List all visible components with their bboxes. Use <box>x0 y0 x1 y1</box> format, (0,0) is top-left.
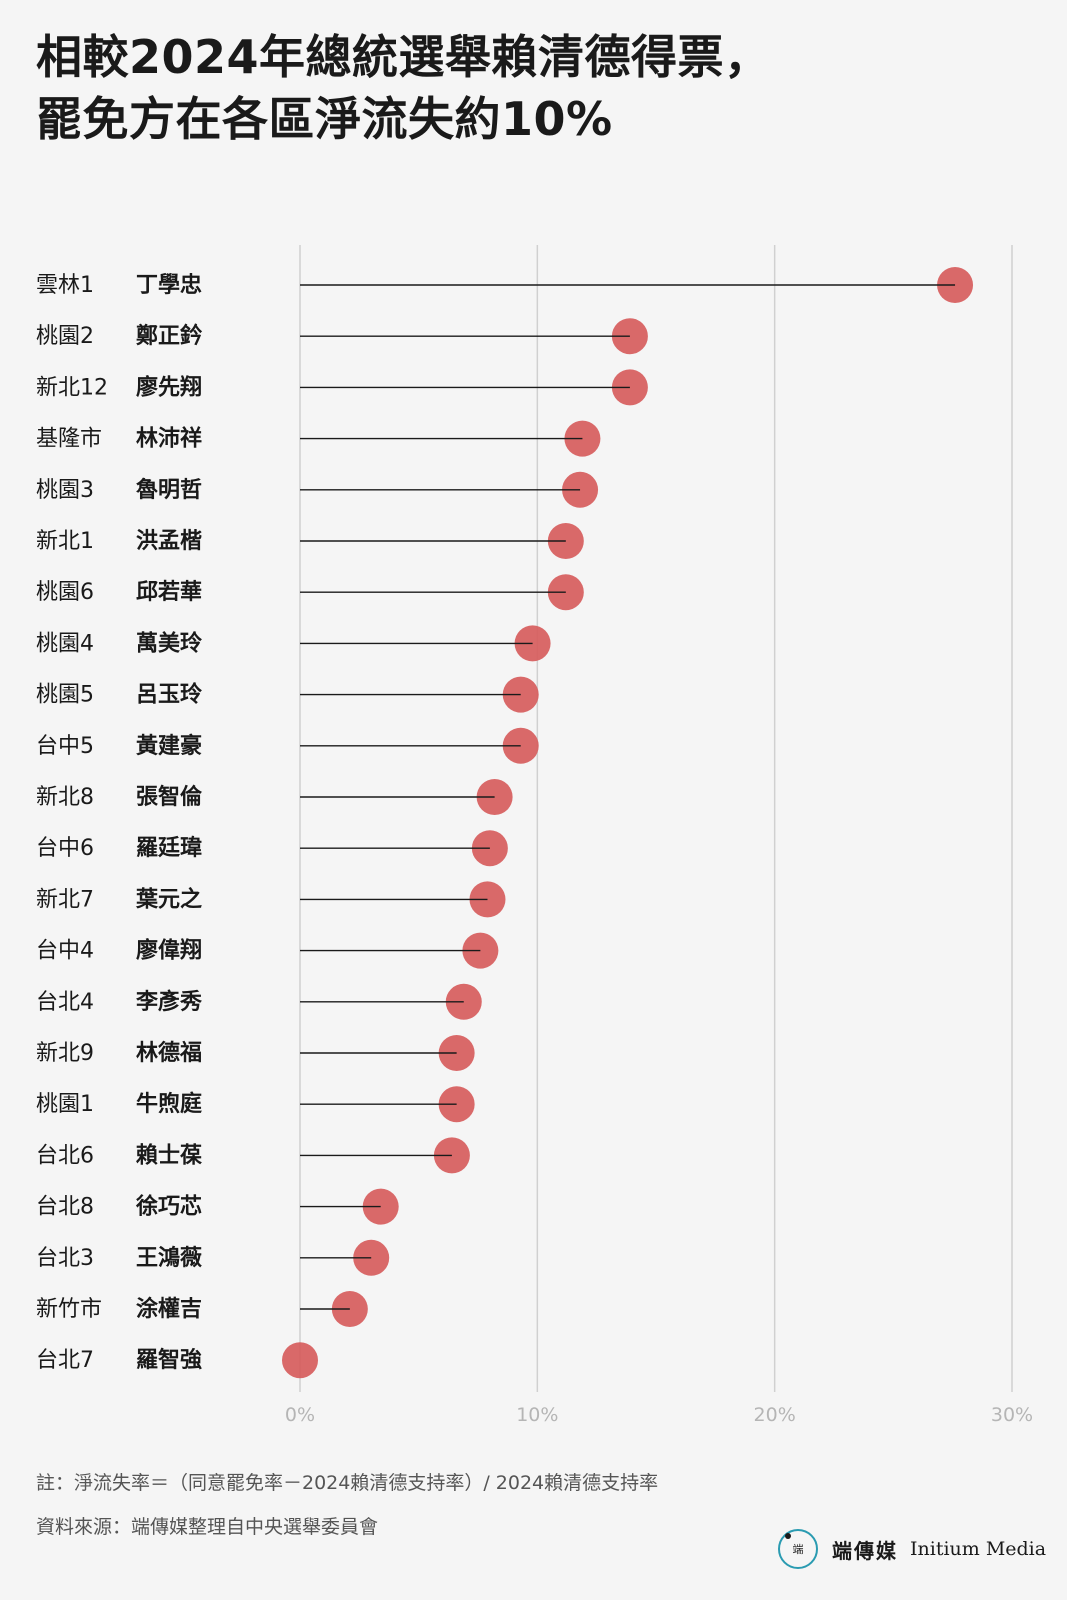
chart-title-line2: 罷免方在各區淨流失約10% <box>36 92 613 146</box>
row-name-label: 羅智強 <box>136 1347 202 1373</box>
footnote: 註：淨流失率＝（同意罷免率－2024賴清德支持率）/ 2024賴清德支持率 <box>36 1472 659 1494</box>
logo-english-name: Initium Media <box>910 1538 1047 1560</box>
row-name-label: 賴士葆 <box>136 1142 202 1168</box>
row-district-label: 新北8 <box>36 785 94 810</box>
row-district-label: 新竹市 <box>36 1297 102 1322</box>
row-district-label: 台北6 <box>36 1143 94 1168</box>
row-name-label: 葉元之 <box>135 886 202 912</box>
chart-title: 相較2024年總統選舉賴清德得票， 罷免方在各區淨流失約10% <box>36 26 1016 150</box>
chart-title-line1: 相較2024年總統選舉賴清德得票， <box>36 30 771 84</box>
data-source: 資料來源：端傳媒整理自中央選舉委員會 <box>36 1516 379 1538</box>
row-name-label: 廖偉翔 <box>136 938 202 964</box>
row-district-label: 新北9 <box>36 1041 94 1066</box>
x-tick-label: 20% <box>754 1404 796 1426</box>
row-district-label: 新北12 <box>36 375 108 400</box>
row-name-label: 呂玉玲 <box>136 682 203 708</box>
row-district-label: 桃園6 <box>36 580 94 605</box>
row-name-label: 丁學忠 <box>136 272 202 298</box>
row-name-label: 王鴻薇 <box>136 1245 202 1271</box>
row-name-label: 林德福 <box>136 1040 202 1066</box>
row-district-label: 桃園2 <box>36 324 94 349</box>
x-tick-label: 10% <box>516 1404 558 1426</box>
row-district-label: 台北8 <box>36 1195 94 1220</box>
row-district-label: 台北4 <box>36 990 94 1015</box>
row-district-label: 台中5 <box>36 734 94 759</box>
row-name-label: 張智倫 <box>136 784 203 810</box>
row-name-label: 涂權吉 <box>136 1296 202 1322</box>
row-name-label: 林沛祥 <box>136 426 202 452</box>
row-district-label: 桃園5 <box>36 683 94 708</box>
row-name-label: 邱若華 <box>136 579 202 605</box>
row-name-label: 牛煦庭 <box>136 1091 202 1117</box>
row-district-label: 桃園4 <box>36 631 94 656</box>
row-name-label: 鄭正鈐 <box>136 323 203 349</box>
row-name-label: 廖先翔 <box>136 374 202 400</box>
row-name-label: 李彥秀 <box>135 989 202 1015</box>
row-name-label: 徐巧芯 <box>135 1194 202 1220</box>
initium-logo-mark: 端 <box>778 1529 818 1569</box>
initium-logo: 端 端傳媒 Initium Media <box>778 1526 1046 1572</box>
row-district-label: 雲林1 <box>36 273 94 298</box>
row-name-label: 羅廷瑋 <box>136 835 202 861</box>
lollipop-dot <box>282 1342 318 1379</box>
row-district-label: 桃園1 <box>36 1092 94 1117</box>
row-district-label: 基隆市 <box>36 427 102 452</box>
row-district-label: 台中6 <box>36 836 94 861</box>
row-name-label: 洪孟楷 <box>136 529 202 554</box>
row-district-label: 桃園3 <box>36 478 94 503</box>
row-district-label: 台中4 <box>36 939 94 964</box>
row-district-label: 新北7 <box>36 887 94 912</box>
row-district-label: 新北1 <box>36 529 94 554</box>
row-name-label: 魯明哲 <box>135 477 202 503</box>
x-tick-label: 30% <box>991 1404 1033 1426</box>
row-name-label: 黃建豪 <box>136 733 202 759</box>
row-district-label: 台北3 <box>36 1246 94 1271</box>
row-district-label: 台北7 <box>36 1348 94 1373</box>
logo-chinese-name: 端傳媒 <box>832 1538 898 1563</box>
row-name-label: 萬美玲 <box>136 630 203 656</box>
x-tick-label: 0% <box>285 1404 315 1426</box>
